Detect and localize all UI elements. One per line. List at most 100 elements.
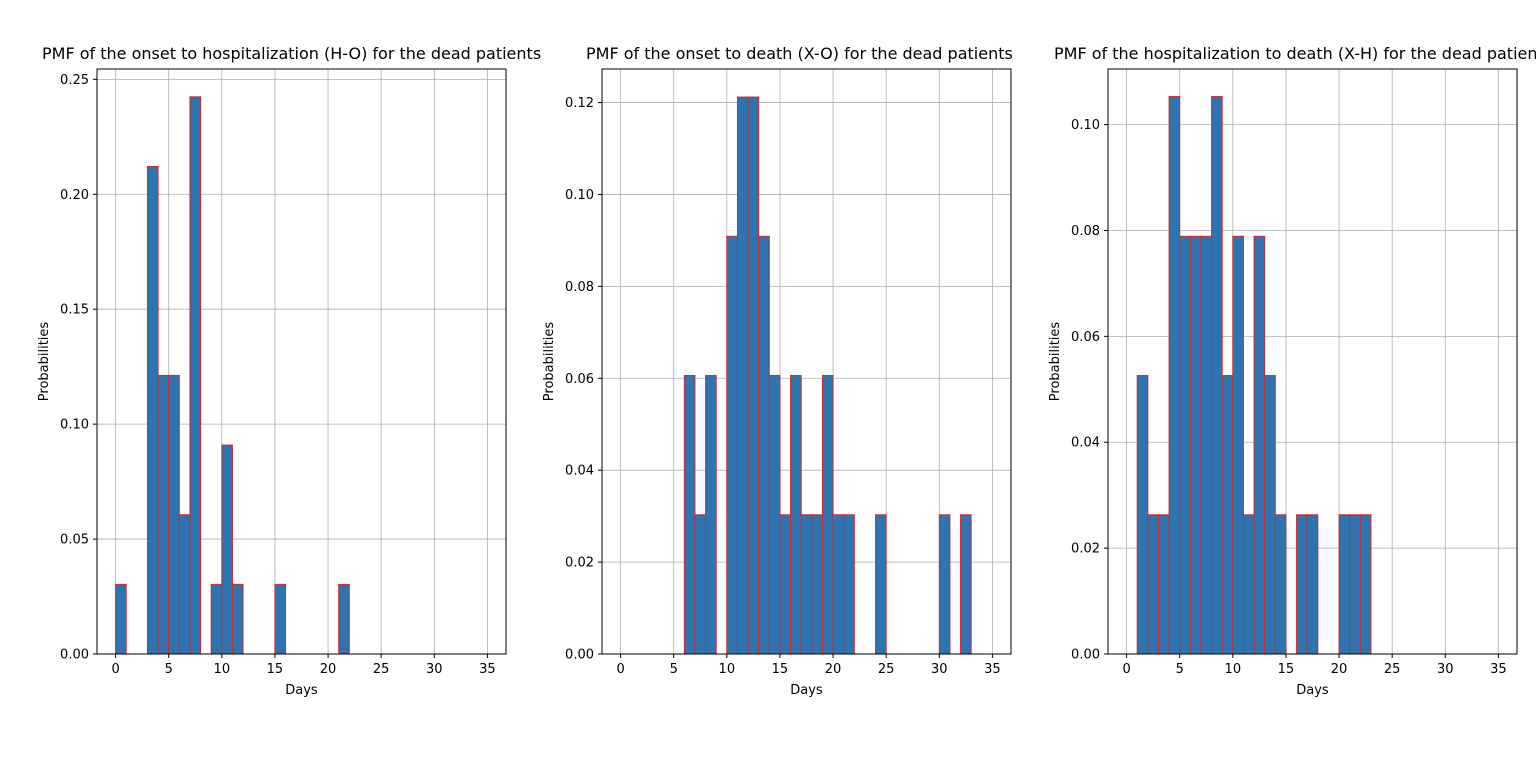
y-tick-label: 0.04 (1071, 436, 1100, 451)
x-tick-label: 15 (772, 662, 789, 677)
y-tick-label: 0.00 (1071, 648, 1100, 663)
x-tick-label: 20 (320, 662, 337, 677)
bar (221, 444, 233, 655)
x-tick-label: 30 (1437, 662, 1454, 677)
bar (178, 514, 191, 655)
bar (189, 96, 202, 655)
bar (694, 514, 707, 655)
x-tick-label: 20 (825, 662, 842, 677)
x-tick-label: 10 (214, 662, 231, 677)
bar (790, 375, 802, 655)
axes-frame (1107, 68, 1518, 655)
y-axis-label: Probabilities (542, 322, 557, 402)
bar (1136, 375, 1149, 655)
x-axis-label: Days (285, 683, 318, 698)
bar (1274, 514, 1287, 655)
bar (210, 583, 223, 655)
y-axis-label: Probabilities (37, 322, 52, 402)
x-tick-label: 10 (719, 662, 736, 677)
bar (1211, 96, 1223, 655)
x-tick-label: 5 (165, 662, 173, 677)
bar (1189, 235, 1202, 655)
y-tick-label: 0.15 (60, 303, 89, 318)
axes-frame (96, 68, 507, 655)
bar (1359, 514, 1372, 655)
bar (338, 583, 350, 655)
bar (274, 583, 287, 655)
y-tick-label: 0.05 (60, 533, 89, 548)
y-tick-label: 0.20 (60, 188, 89, 203)
bar (1349, 514, 1361, 655)
x-tick-label: 15 (267, 662, 284, 677)
y-tick-label: 0.25 (60, 73, 89, 88)
bar (1253, 235, 1266, 655)
bar (768, 375, 781, 655)
y-axis-label: Probabilities (1048, 322, 1063, 402)
chart-2: 0 5 10 15 20 25 30 35 0.00 0.02 0.04 0.06 0.08 0.10 0.… (542, 68, 1012, 698)
x-axis-label: Days (1296, 683, 1329, 698)
x-tick-label: 5 (670, 662, 678, 677)
bar (1179, 235, 1191, 655)
bar (1221, 375, 1234, 655)
y-tick-label: 0.10 (565, 188, 594, 203)
x-tick-label: 30 (931, 662, 948, 677)
bar (1264, 375, 1276, 655)
bar (1242, 514, 1255, 655)
bar (157, 374, 170, 655)
x-tick-label: 30 (426, 662, 443, 677)
bar (779, 514, 792, 655)
x-tick-label: 20 (1331, 662, 1348, 677)
x-tick-label: 0 (111, 662, 119, 677)
x-axis-label: Days (790, 683, 823, 698)
chart-1: 0 5 10 15 20 25 30 35 0.00 0.05 0.10 0.15 0.20 0.25 Da… (37, 68, 507, 698)
bar (1338, 514, 1351, 655)
x-tick-label: 25 (878, 662, 895, 677)
bar (1147, 514, 1159, 655)
x-tick-label: 35 (984, 662, 1001, 677)
bar (843, 514, 855, 655)
y-tick-label: 0.08 (565, 280, 594, 295)
bar (726, 235, 738, 655)
y-tick-label: 0.00 (565, 648, 594, 663)
x-tick-label: 0 (616, 662, 624, 677)
bar (758, 235, 770, 655)
y-tick-label: 0.06 (1071, 330, 1100, 345)
x-tick-label: 10 (1225, 662, 1242, 677)
bar (747, 96, 760, 655)
x-tick-label: 15 (1278, 662, 1295, 677)
bar (875, 514, 887, 655)
x-tick-label: 25 (373, 662, 390, 677)
bar (938, 514, 951, 655)
chart-3: 0 5 10 15 20 25 30 35 0.00 0.02 0.04 0.06 0.08 0.10 Da… (1048, 68, 1518, 698)
x-tick-label: 5 (1176, 662, 1184, 677)
bar (1296, 514, 1308, 655)
bar (821, 375, 834, 655)
bar (146, 165, 159, 655)
y-tick-label: 0.04 (565, 464, 594, 479)
bar (168, 374, 180, 655)
bar (683, 375, 696, 655)
axes-frame (601, 68, 1012, 655)
y-tick-label: 0.10 (60, 418, 89, 433)
y-tick-label: 0.10 (1071, 118, 1100, 133)
bar (811, 514, 823, 655)
y-tick-label: 0.00 (60, 648, 89, 663)
bar (1157, 514, 1170, 655)
x-tick-label: 25 (1384, 662, 1401, 677)
bar (736, 96, 749, 655)
chart-3-title: PMF of the hospitalization to death (X-H… (1054, 44, 1536, 63)
chart-1-title: PMF of the onset to hospitalization (H-O… (42, 44, 542, 63)
x-tick-label: 35 (479, 662, 496, 677)
bar (1168, 96, 1181, 655)
bar (1200, 235, 1213, 655)
bar (115, 583, 127, 655)
y-tick-label: 0.02 (565, 556, 594, 571)
bar (1232, 235, 1244, 655)
bar (231, 583, 244, 655)
chart-2-title: PMF of the onset to death (X-O) for the … (586, 44, 1013, 63)
y-tick-label: 0.06 (565, 372, 594, 387)
x-tick-label: 35 (1490, 662, 1507, 677)
bar (1306, 514, 1319, 655)
x-tick-label: 0 (1122, 662, 1130, 677)
